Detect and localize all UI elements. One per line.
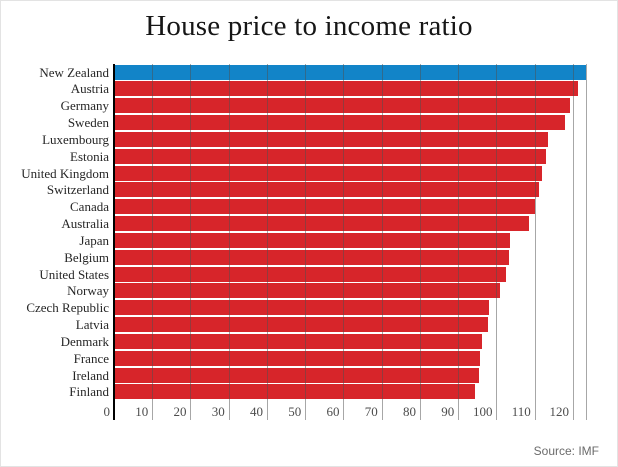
- gridline-80: [419, 64, 421, 420]
- bar-japan: [114, 232, 510, 248]
- x-tick-label: 30: [211, 403, 225, 419]
- category-label: Latvia: [75, 317, 109, 333]
- x-tick-label: 70: [364, 403, 378, 419]
- category-label: Sweden: [67, 115, 109, 131]
- category-label: Austria: [70, 81, 109, 97]
- category-label: Australia: [61, 216, 109, 232]
- x-tick-label: 80: [402, 403, 416, 419]
- bar-australia: [114, 216, 529, 232]
- x-tick-label: 10: [135, 403, 149, 419]
- bar-united-kingdom: [114, 165, 543, 181]
- bar-denmark: [114, 333, 483, 349]
- source-note: Source: IMF: [533, 444, 599, 458]
- gridline-123.4: [586, 64, 587, 420]
- gridline-90: [458, 64, 460, 420]
- bar-czech-republic: [114, 300, 490, 316]
- bar-norway: [114, 283, 500, 299]
- gridline-40: [266, 64, 268, 420]
- category-label: Finland: [69, 384, 109, 400]
- gridline-20: [190, 64, 192, 420]
- x-tick-label: 110: [511, 403, 531, 419]
- y-axis-line: [112, 64, 115, 420]
- x-tick-label: 40: [249, 403, 263, 419]
- bar-luxembourg: [114, 131, 548, 147]
- bar-canada: [114, 199, 535, 215]
- category-label: New Zealand: [39, 64, 109, 80]
- gridline-30: [228, 64, 230, 420]
- gridline-100: [496, 64, 498, 420]
- category-label: United Kingdom: [21, 165, 109, 181]
- category-label: Luxembourg: [42, 131, 109, 147]
- bar-estonia: [114, 148, 547, 164]
- category-label: Japan: [79, 232, 109, 248]
- category-label: Switzerland: [46, 182, 109, 198]
- x-tick-label: 90: [441, 403, 455, 419]
- category-label: Germany: [60, 98, 109, 114]
- bar-sweden: [114, 115, 566, 131]
- gridline-110: [534, 64, 536, 420]
- bar-finland: [114, 384, 476, 400]
- chart-title: House price to income ratio: [145, 10, 473, 42]
- gridline-10: [152, 64, 154, 420]
- category-label: Estonia: [70, 148, 109, 164]
- category-label: Canada: [70, 199, 109, 215]
- category-label: Czech Republic: [26, 300, 109, 316]
- x-tick-label: 100: [472, 403, 493, 419]
- category-label: Ireland: [72, 367, 109, 383]
- bar-belgium: [114, 249, 509, 265]
- bar-austria: [114, 81, 578, 97]
- category-label: Denmark: [60, 333, 109, 349]
- bar-germany: [114, 98, 570, 114]
- bar-new-zealand: [114, 64, 586, 80]
- gridline-70: [381, 64, 383, 420]
- bar-latvia: [114, 317, 489, 333]
- category-label: United States: [39, 266, 109, 282]
- bar-france: [114, 350, 481, 366]
- x-tick-label: 120: [549, 403, 569, 419]
- gridline-50: [305, 64, 307, 420]
- bar-ireland: [114, 367, 479, 383]
- gridline-120: [572, 64, 574, 420]
- x-tick-label: 20: [173, 403, 187, 419]
- gridline-60: [343, 64, 345, 420]
- bar-switzerland: [114, 182, 539, 198]
- x-tick-label: 50: [288, 403, 302, 419]
- bar-united-states: [114, 266, 506, 282]
- x-tick-label: 0: [103, 403, 111, 419]
- category-label: Belgium: [64, 249, 109, 265]
- x-tick-label: 60: [326, 403, 340, 419]
- category-label: France: [73, 350, 109, 366]
- category-label: Norway: [67, 283, 109, 299]
